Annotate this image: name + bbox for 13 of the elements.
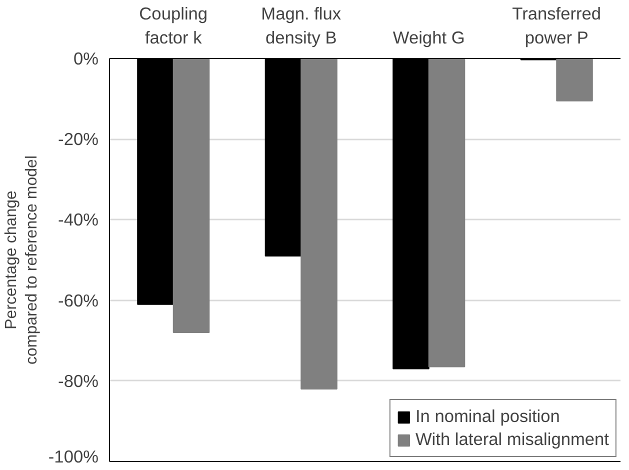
y-tick-label: -40% [58, 210, 98, 230]
x-tick-label: Magn. flux density B [261, 4, 342, 48]
y-tick-label: -60% [58, 290, 98, 310]
x-tick-label: Weight G [392, 28, 465, 48]
x-tick-label: Coupling factor k [139, 4, 208, 48]
y-tick-label: -100% [48, 446, 99, 466]
legend-label: With lateral misalignment [415, 429, 609, 450]
y-tick-label: -80% [58, 370, 98, 391]
y-tick-label: -20% [58, 129, 98, 150]
y-tick-label: 0% [73, 48, 98, 68]
y-axis-title: Percentage change compared to reference model [3, 156, 40, 364]
x-tick-label: Transferred power P [512, 4, 602, 48]
legend-label: In nominal position [415, 406, 560, 427]
